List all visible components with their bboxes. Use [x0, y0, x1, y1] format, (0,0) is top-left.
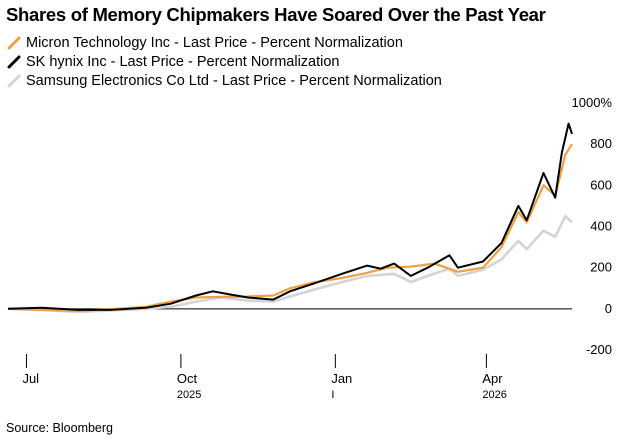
legend-label-samsung: Samsung Electronics Co Ltd - Last Price … [26, 72, 442, 89]
legend-label-micron: Micron Technology Inc - Last Price - Per… [26, 34, 403, 51]
y-tick-label: 600 [590, 177, 612, 192]
y-tick-label: 0 [605, 301, 612, 316]
x-tick-label: Jan [331, 371, 352, 386]
x-tick-label: Apr [482, 371, 503, 386]
chart-title: Shares of Memory Chipmakers Have Soared … [6, 4, 546, 25]
legend-item-samsung: Samsung Electronics Co Ltd - Last Price … [6, 71, 442, 90]
x-year-label: I [331, 389, 334, 401]
legend-item-sk-hynix: SK hynix Inc - Last Price - Percent Norm… [6, 52, 442, 71]
source-note: Source: Bloomberg [6, 421, 114, 435]
x-year-label: 2025 [177, 389, 201, 401]
y-tick-label: 200 [590, 260, 612, 275]
x-tick-label: Oct [177, 371, 198, 386]
y-tick-label: 400 [590, 219, 612, 234]
legend-swatch-samsung [6, 74, 22, 88]
y-tick-label: 800 [590, 136, 612, 151]
series-line-sk-hynix [7, 122, 573, 311]
legend-swatch-sk-hynix [6, 55, 22, 69]
x-tick-label: Jul [22, 371, 39, 386]
series-line-samsung [7, 214, 573, 314]
y-tick-label: 1000% [572, 95, 613, 110]
legend-item-micron: Micron Technology Inc - Last Price - Per… [6, 33, 442, 52]
x-year-label: 2026 [482, 389, 506, 401]
series-line-micron [7, 143, 573, 312]
legend: Micron Technology Inc - Last Price - Per… [6, 33, 442, 90]
y-tick-label: -200 [586, 342, 612, 357]
legend-label-sk-hynix: SK hynix Inc - Last Price - Percent Norm… [26, 53, 340, 70]
legend-swatch-micron [6, 36, 22, 50]
